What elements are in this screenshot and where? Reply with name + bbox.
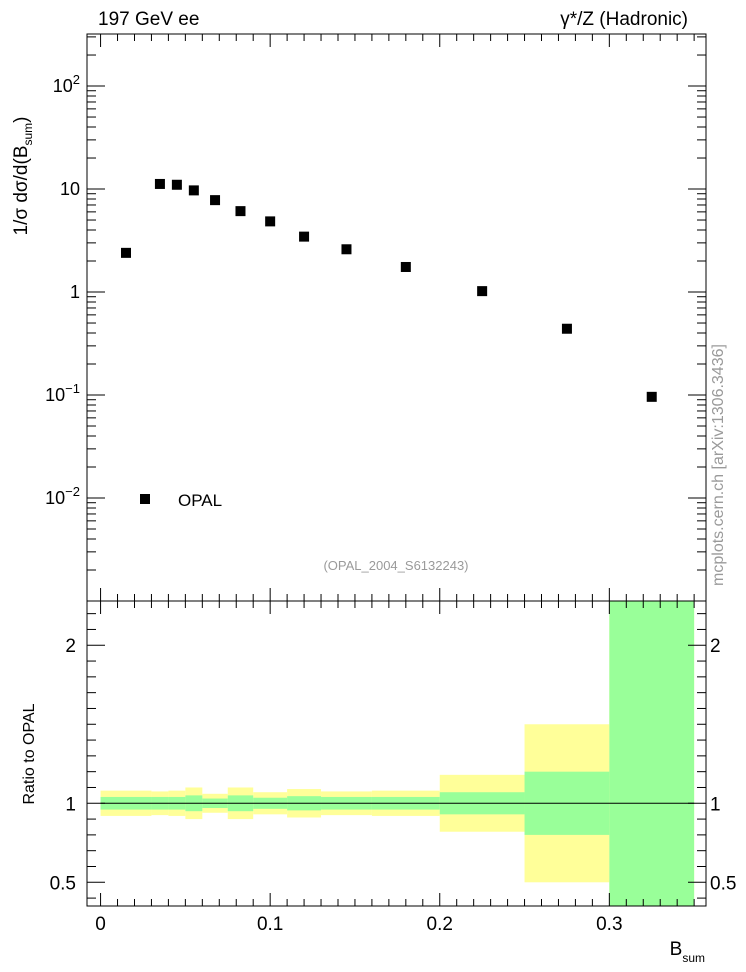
- main-y-axis-label-text: 1/σ dσ/d(B: [11, 146, 32, 236]
- x-tick-label: 0.1: [257, 914, 283, 935]
- opal-data-point: [154, 178, 165, 189]
- x-axis-label-sub: sum: [682, 951, 705, 965]
- opal-data-point: [477, 286, 488, 297]
- ratio-band-inner: [609, 601, 695, 906]
- header-right: γ*/Z (Hadronic): [560, 9, 688, 30]
- main-y-tick-label-exp: 2: [73, 72, 80, 87]
- x-tick-label: 0.3: [596, 914, 622, 935]
- ratio-y-tick-label-left: 2: [65, 636, 76, 657]
- ratio-plot-panel: 0.5 0.5 1 1 2 2 0 0.1 0.2 0.3 Ratio to OPAL Bsum: [21, 600, 737, 965]
- x-axis-label-text: B: [670, 939, 683, 960]
- x-tick-label: 0: [95, 914, 106, 935]
- opal-data-point: [235, 206, 246, 217]
- opal-data-point: [299, 231, 310, 242]
- legend-marker: [140, 494, 150, 504]
- opal-data-point: [210, 195, 221, 206]
- x-tick-label: 0.2: [427, 914, 453, 935]
- ratio-error-bands: [100, 601, 695, 906]
- opal-data-point: [646, 391, 657, 402]
- ratio-y-tick-label-right: 0.5: [710, 873, 736, 894]
- opal-data-point: [400, 261, 411, 272]
- opal-data-point: [121, 247, 132, 258]
- opal-data-point: [171, 179, 182, 190]
- main-y-tick-label-base: 10: [45, 488, 65, 508]
- opal-data-point: [341, 244, 352, 255]
- ratio-y-tick-labels: 0.5 0.5 1 1 2 2: [50, 636, 737, 894]
- main-axis-ticks: [87, 34, 706, 602]
- main-y-tick-label: 1: [70, 282, 80, 302]
- opal-data-point: [561, 323, 572, 334]
- header-left: 197 GeV ee: [98, 9, 199, 30]
- main-plot-frame: [86, 33, 707, 602]
- opal-data-point: [265, 216, 276, 227]
- x-tick-labels: 0 0.1 0.2 0.3: [95, 914, 622, 935]
- ratio-y-tick-label-right: 1: [710, 794, 721, 815]
- opal-data-point: [188, 185, 199, 196]
- main-y-axis-label-sub: sum: [21, 123, 35, 146]
- main-y-axis-label-end: ): [11, 117, 32, 123]
- ratio-y-axis-label: Ratio to OPAL: [21, 703, 38, 804]
- main-y-tick-label-base: 10: [53, 76, 73, 96]
- main-y-tick-label-base: 10: [45, 385, 65, 405]
- legend-label: OPAL: [178, 491, 222, 510]
- main-y-tick-label-exp: −2: [65, 484, 80, 499]
- main-y-tick-label-base: 10: [60, 179, 80, 199]
- main-y-tick-label: 102: [53, 72, 80, 96]
- ratio-y-tick-label-left: 0.5: [50, 873, 76, 894]
- main-y-tick-label: 10−2: [45, 484, 80, 508]
- analysis-label: (OPAL_2004_S6132243): [323, 558, 468, 573]
- opal-data-points: [121, 178, 657, 402]
- x-axis-label: Bsum: [670, 939, 705, 965]
- main-y-tick-label: 10: [60, 179, 80, 199]
- main-y-tick-label-base: 1: [70, 282, 80, 302]
- main-y-axis-label: 1/σ dσ/d(Bsum): [11, 117, 35, 236]
- ratio-y-tick-label-left: 1: [65, 794, 76, 815]
- ratio-plot-frame: [86, 600, 707, 907]
- ratio-y-tick-label-right: 2: [710, 636, 721, 657]
- main-y-tick-label-exp: −1: [65, 381, 80, 396]
- main-y-tick-label: 10−1: [45, 381, 80, 405]
- ratio-axis-ticks: [87, 601, 706, 906]
- watermark: mcplots.cern.ch [arXiv:1306.3436]: [710, 344, 727, 586]
